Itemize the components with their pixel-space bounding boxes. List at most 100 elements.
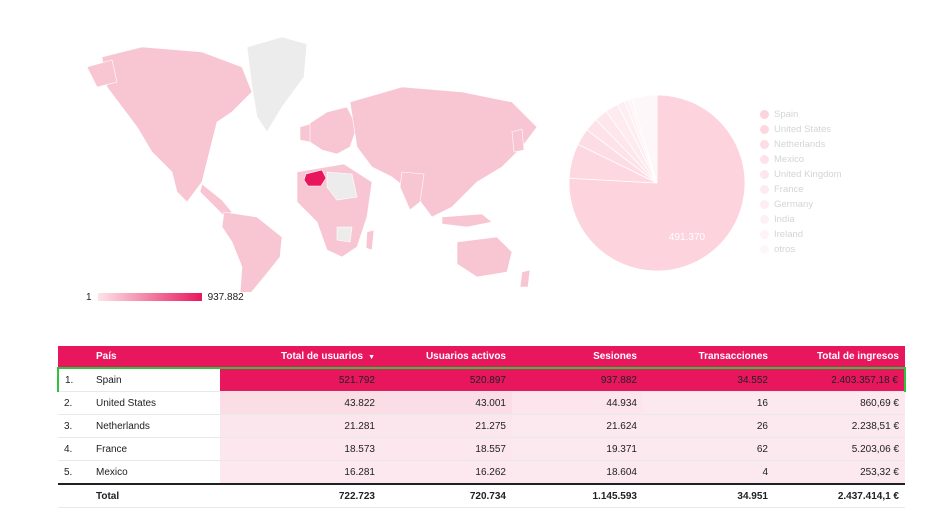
map-region-asia[interactable] [349, 86, 538, 218]
header-revenue[interactable]: Total de ingresos [774, 346, 905, 368]
country-cell: Netherlands [90, 414, 220, 438]
map-region-central-africa[interactable] [336, 226, 353, 243]
geo-map-chart[interactable]: 1 937.882 [82, 32, 552, 303]
legend-label: Germany [774, 199, 814, 210]
header-total-users[interactable]: Total de usuarios ▼ [220, 346, 381, 368]
table-row[interactable]: 4. France 18.573 18.557 19.371 62 5.203,06 € [58, 437, 905, 461]
table-row[interactable]: 3. Netherlands 21.281 21.275 21.624 26 2.238,5… [58, 414, 905, 438]
pie-svg[interactable]: 491.370 [566, 94, 766, 280]
total-cell: 2.437.414,1 € [774, 483, 905, 508]
scale-min-label: 1 [86, 291, 92, 303]
map-region-central-america[interactable] [199, 183, 233, 218]
legend-item[interactable]: Germany [760, 197, 900, 212]
legend-color-dot [760, 170, 769, 179]
legend-color-dot [760, 215, 769, 224]
metric-cell: 4 [643, 460, 774, 485]
map-region-madagascar[interactable] [365, 229, 375, 251]
metric-cell: 44.934 [512, 391, 643, 415]
metric-cell: 21.281 [220, 414, 381, 438]
metric-cell: 18.604 [512, 460, 643, 485]
legend-item[interactable]: Spain [760, 107, 900, 122]
legend-color-dot [760, 125, 769, 134]
map-region-australia[interactable] [456, 236, 513, 278]
legend-color-dot [760, 245, 769, 254]
table-row[interactable]: 2. United States 43.822 43.001 44.934 16 860,6… [58, 391, 905, 415]
pie-slice[interactable] [631, 94, 658, 184]
total-label: Total [90, 483, 220, 508]
header-active-users[interactable]: Usuarios activos [381, 346, 512, 368]
map-region-greenland[interactable] [246, 36, 308, 133]
legend-color-dot [760, 110, 769, 119]
header-active-users-label: Usuarios activos [425, 351, 506, 362]
legend-item[interactable]: France [760, 182, 900, 197]
metric-cell: 26 [643, 414, 774, 438]
map-regions[interactable] [86, 36, 538, 292]
metric-cell: 62 [643, 437, 774, 461]
legend-item[interactable]: otros [760, 242, 900, 257]
world-map[interactable] [82, 32, 552, 292]
table-row[interactable]: 1. Spain 521.792 520.897 937.882 34.552 2.403.… [57, 367, 906, 392]
row-index: 4. [58, 437, 90, 461]
map-region-sahara[interactable] [326, 171, 358, 201]
legend-item[interactable]: United Kingdom [760, 167, 900, 182]
pie-slice-label: 491.370 [669, 232, 706, 243]
legend-color-dot [760, 140, 769, 149]
total-cell: 722.723 [220, 483, 381, 508]
legend-label: otros [774, 244, 796, 255]
metric-cell: 16 [643, 391, 774, 415]
header-sessions[interactable]: Sesiones [512, 346, 643, 368]
legend-item[interactable]: Ireland [760, 227, 900, 242]
legend-color-dot [760, 200, 769, 209]
map-region-alaska[interactable] [86, 59, 118, 88]
legend-color-dot [760, 155, 769, 164]
legend-label: United States [774, 124, 832, 135]
legend-label: Spain [774, 109, 799, 120]
legend-label: Netherlands [774, 139, 826, 150]
map-region-new-zealand[interactable] [519, 269, 531, 288]
pie-chart[interactable]: 491.370 [566, 94, 766, 280]
header-country[interactable]: País [90, 346, 220, 368]
map-region-north-america[interactable] [101, 46, 253, 203]
metric-cell: 19.371 [512, 437, 643, 461]
metric-cell: 43.822 [220, 391, 381, 415]
country-table: País Total de usuarios ▼ Usuarios activos… [57, 346, 906, 508]
country-cell: United States [90, 391, 220, 415]
metric-cell: 520.897 [381, 367, 512, 392]
legend-color-dot [760, 185, 769, 194]
legend-label: Ireland [774, 229, 804, 240]
legend-label: France [774, 184, 804, 195]
map-region-spain[interactable] [303, 169, 327, 187]
map-region-indonesia[interactable] [441, 213, 493, 228]
table-row[interactable]: 5. Mexico 16.281 16.262 18.604 4 253,32 € [58, 460, 905, 485]
total-cell: 1.145.593 [512, 483, 643, 508]
legend-item[interactable]: Mexico [760, 152, 900, 167]
legend-item[interactable]: United States [760, 122, 900, 137]
map-region-south-america[interactable] [221, 211, 283, 292]
header-transactions[interactable]: Transacciones [643, 346, 774, 368]
legend-label: Mexico [774, 154, 805, 165]
scale-gradient-bar [97, 293, 202, 301]
sort-desc-icon[interactable]: ▼ [368, 354, 375, 361]
metric-cell: 2.238,51 € [774, 414, 905, 438]
total-cell [58, 483, 90, 508]
table-total-row: Total 722.723 720.734 1.145.593 34.951 2.437.… [58, 483, 905, 508]
country-cell: France [90, 437, 220, 461]
metric-cell: 521.792 [220, 367, 381, 392]
metric-cell: 21.624 [512, 414, 643, 438]
header-total-users-label: Total de usuarios [281, 351, 364, 362]
metric-cell: 253,32 € [774, 460, 905, 485]
legend-label: India [774, 214, 795, 225]
map-region-japan[interactable] [511, 128, 525, 153]
legend-color-dot [760, 230, 769, 239]
metric-cell: 16.262 [381, 460, 512, 485]
header-transactions-label: Transacciones [698, 351, 768, 362]
total-cell: 34.951 [643, 483, 774, 508]
country-cell: Mexico [90, 460, 220, 485]
table-body: 1. Spain 521.792 520.897 937.882 34.552 2.403.… [57, 367, 906, 508]
map-region-europe[interactable] [303, 106, 358, 155]
map-region-india[interactable] [399, 171, 425, 211]
legend-item[interactable]: Netherlands [760, 137, 900, 152]
scale-max-label: 937.882 [207, 291, 244, 303]
map-region-uk[interactable] [299, 123, 311, 143]
legend-item[interactable]: India [760, 212, 900, 227]
